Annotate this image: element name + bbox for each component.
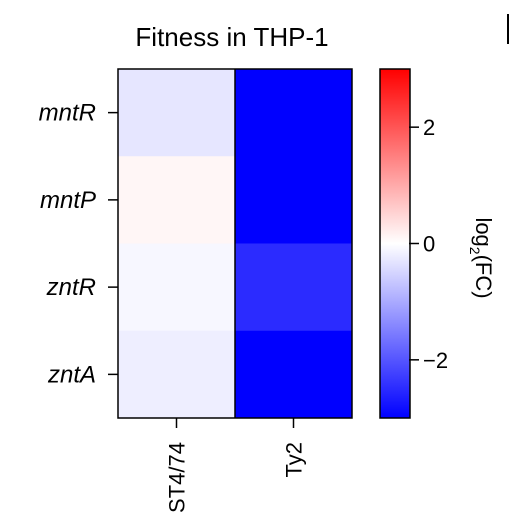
column-label: ST4/74 [165, 442, 190, 513]
row-label: mntP [40, 187, 96, 214]
heatmap-cell [235, 156, 353, 244]
column-label: Ty2 [282, 442, 307, 477]
colorbar-tick-label: −2 [423, 348, 448, 373]
colorbar-tick-label: 0 [423, 232, 435, 257]
row-axis: mntR mntP zntR zntA [39, 100, 118, 388]
colorbar-label: log2(FC) [467, 217, 496, 298]
heatmap-border [117, 68, 353, 419]
colorbar-tick-label: 2 [423, 115, 435, 140]
heatmap-cell [118, 330, 236, 419]
heatmap-cell [118, 243, 236, 332]
heatmap-cell [235, 69, 353, 157]
colorbar-label-rest: (FC) [471, 255, 496, 299]
row-label: zntR [46, 274, 96, 301]
heatmap-cell [235, 243, 353, 332]
svg-text:log2(FC): log2(FC) [467, 217, 496, 298]
column-axis: ST4/74 Ty2 [165, 418, 307, 513]
heatmap-cell [235, 330, 353, 419]
row-label: mntR [39, 100, 96, 127]
colorbar-label-main: log [471, 217, 496, 246]
heatmap-cell [118, 69, 236, 157]
colorbar-ticks: 2 0 −2 [409, 115, 448, 373]
chart-title: Fitness in THP-1 [135, 22, 328, 52]
heatmap-cells [118, 69, 353, 419]
heatmap-cell [118, 156, 236, 244]
colorbar-label-sub: 2 [467, 247, 483, 255]
row-label: zntA [47, 361, 96, 388]
colorbar [379, 68, 411, 419]
